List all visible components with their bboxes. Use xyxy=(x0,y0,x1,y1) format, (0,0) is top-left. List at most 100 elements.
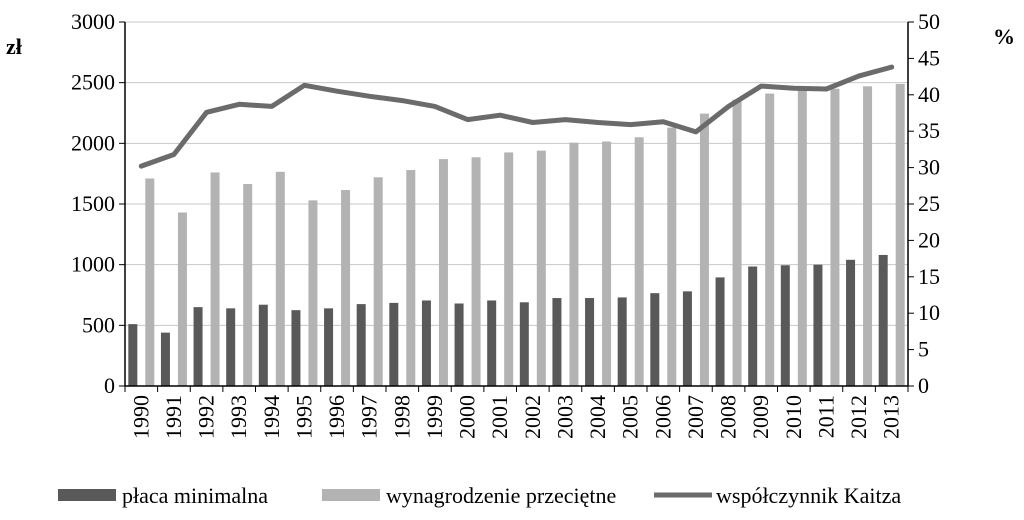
bar-wynagrodzenie-1995 xyxy=(308,200,318,386)
right-axis-ticks: 0 5 10 15 20 25 30 35 40 45 50 xyxy=(908,9,940,398)
bar-placa-minimalna-2008 xyxy=(715,277,725,386)
bar-placa-minimalna-1995 xyxy=(291,310,301,386)
point-kaitza-2010 xyxy=(793,87,795,89)
point-kaitza-2005 xyxy=(630,124,632,126)
left-tick-label: 0 xyxy=(104,373,115,398)
x-tick-label: 1999 xyxy=(422,395,447,439)
bar-placa-minimalna-2004 xyxy=(585,298,595,386)
bar-placa-minimalna-2005 xyxy=(617,297,627,386)
legend-swatch-wynagrodzenie xyxy=(322,489,380,501)
right-tick-label: 5 xyxy=(918,337,929,362)
x-tick-label: 1998 xyxy=(389,395,414,439)
bar-wynagrodzenie-2000 xyxy=(471,157,481,386)
bar-wynagrodzenie-2012 xyxy=(863,86,873,386)
right-tick-label: 15 xyxy=(918,264,940,289)
bar-wynagrodzenie-2009 xyxy=(765,93,775,386)
bar-wynagrodzenie-1997 xyxy=(373,177,383,386)
right-tick-label: 40 xyxy=(918,82,940,107)
point-kaitza-1992 xyxy=(206,111,208,113)
x-tick-label: 1990 xyxy=(128,395,153,439)
x-tick-label: 2003 xyxy=(552,395,577,439)
x-tick-label: 2012 xyxy=(846,395,871,439)
bar-wynagrodzenie-2011 xyxy=(830,88,840,386)
bar-wynagrodzenie-2005 xyxy=(634,137,644,386)
x-tick-label: 2008 xyxy=(716,395,741,439)
bar-placa-minimalna-2006 xyxy=(650,293,660,386)
x-tick-label: 1997 xyxy=(357,395,382,439)
right-tick-label: 50 xyxy=(918,9,940,34)
bar-wynagrodzenie-2006 xyxy=(667,127,677,386)
bar-wynagrodzenie-1998 xyxy=(406,170,416,386)
point-kaitza-2011 xyxy=(825,88,827,90)
legend-label-wynagrodzenie: wynagrodzenie przeciętne xyxy=(386,483,616,508)
point-kaitza-2013 xyxy=(891,66,893,68)
bar-placa-minimalna-1999 xyxy=(421,300,431,386)
x-tick-label: 1996 xyxy=(324,395,349,439)
bar-placa-minimalna-1996 xyxy=(324,308,334,386)
point-kaitza-1995 xyxy=(303,84,305,86)
bar-placa-minimalna-1993 xyxy=(226,308,236,386)
bar-placa-minimalna-2002 xyxy=(519,302,529,386)
point-kaitza-2007 xyxy=(695,131,697,133)
bar-placa-minimalna-1997 xyxy=(356,304,366,386)
bar-placa-minimalna-2009 xyxy=(748,266,758,386)
point-kaitza-1997 xyxy=(369,95,371,97)
point-kaitza-1993 xyxy=(238,103,240,105)
point-kaitza-2012 xyxy=(858,75,860,77)
x-tick-label: 1994 xyxy=(259,395,284,439)
bar-wynagrodzenie-2013 xyxy=(895,83,905,386)
left-axis-unit: zł xyxy=(6,34,22,59)
point-kaitza-2004 xyxy=(597,121,599,123)
bar-placa-minimalna-2012 xyxy=(846,259,856,386)
x-tick-label: 2006 xyxy=(650,395,675,439)
bar-wynagrodzenie-2002 xyxy=(536,150,546,386)
x-tick-label: 2009 xyxy=(748,395,773,439)
bar-wynagrodzenie-2010 xyxy=(797,89,807,387)
bar-wynagrodzenie-1992 xyxy=(210,172,220,386)
gridlines xyxy=(125,21,908,387)
x-tick-label: 2013 xyxy=(879,395,904,439)
x-tick-label: 2002 xyxy=(520,395,545,439)
right-axis-unit: % xyxy=(993,24,1015,49)
bar-placa-minimalna-2001 xyxy=(487,300,497,386)
point-kaitza-2009 xyxy=(760,85,762,87)
right-tick-label: 25 xyxy=(918,191,940,216)
x-tick-label: 2005 xyxy=(618,395,643,439)
x-tick-label: 1991 xyxy=(161,395,186,439)
bar-wynagrodzenie-2007 xyxy=(699,113,709,387)
point-kaitza-1999 xyxy=(434,105,436,107)
left-axis-ticks: 0 500 1000 1500 2000 2500 3000 xyxy=(71,9,125,398)
x-tick-label: 2011 xyxy=(813,395,838,438)
bar-wynagrodzenie-2003 xyxy=(569,142,579,386)
bar-wynagrodzenie-1993 xyxy=(243,183,253,386)
right-tick-label: 45 xyxy=(918,45,940,70)
legend-label-placa-minimalna: płaca minimalna xyxy=(122,483,268,508)
bar-wynagrodzenie-1991 xyxy=(177,212,187,386)
point-kaitza-1990 xyxy=(140,165,142,167)
bar-placa-minimalna-2000 xyxy=(454,303,464,386)
bar-placa-minimalna-1992 xyxy=(193,307,203,386)
x-tick-label: 2007 xyxy=(683,395,708,439)
right-tick-label: 20 xyxy=(918,227,940,252)
bar-placa-minimalna-1991 xyxy=(160,332,170,386)
x-tick-label: 1992 xyxy=(194,395,219,439)
bar-placa-minimalna-1998 xyxy=(389,302,399,386)
point-kaitza-1996 xyxy=(336,90,338,92)
bar-placa-minimalna-1994 xyxy=(258,304,268,386)
point-kaitza-1998 xyxy=(401,100,403,102)
bar-wynagrodzenie-2004 xyxy=(602,141,612,386)
bar-placa-minimalna-2003 xyxy=(552,298,562,386)
bar-wynagrodzenie-2008 xyxy=(732,99,742,387)
point-kaitza-2002 xyxy=(532,121,534,123)
left-tick-label: 1500 xyxy=(71,191,115,216)
x-tick-label: 2000 xyxy=(455,395,480,439)
bar-placa-minimalna-2007 xyxy=(682,291,692,386)
x-tick-label: 2010 xyxy=(781,395,806,439)
kaitza-line-layer xyxy=(138,64,895,169)
point-kaitza-2006 xyxy=(662,121,664,123)
bar-placa-minimalna-2013 xyxy=(878,254,888,386)
legend-swatch-placa-minimalna xyxy=(58,489,116,501)
x-tick-label: 1993 xyxy=(226,395,251,439)
point-kaitza-1994 xyxy=(271,105,273,107)
